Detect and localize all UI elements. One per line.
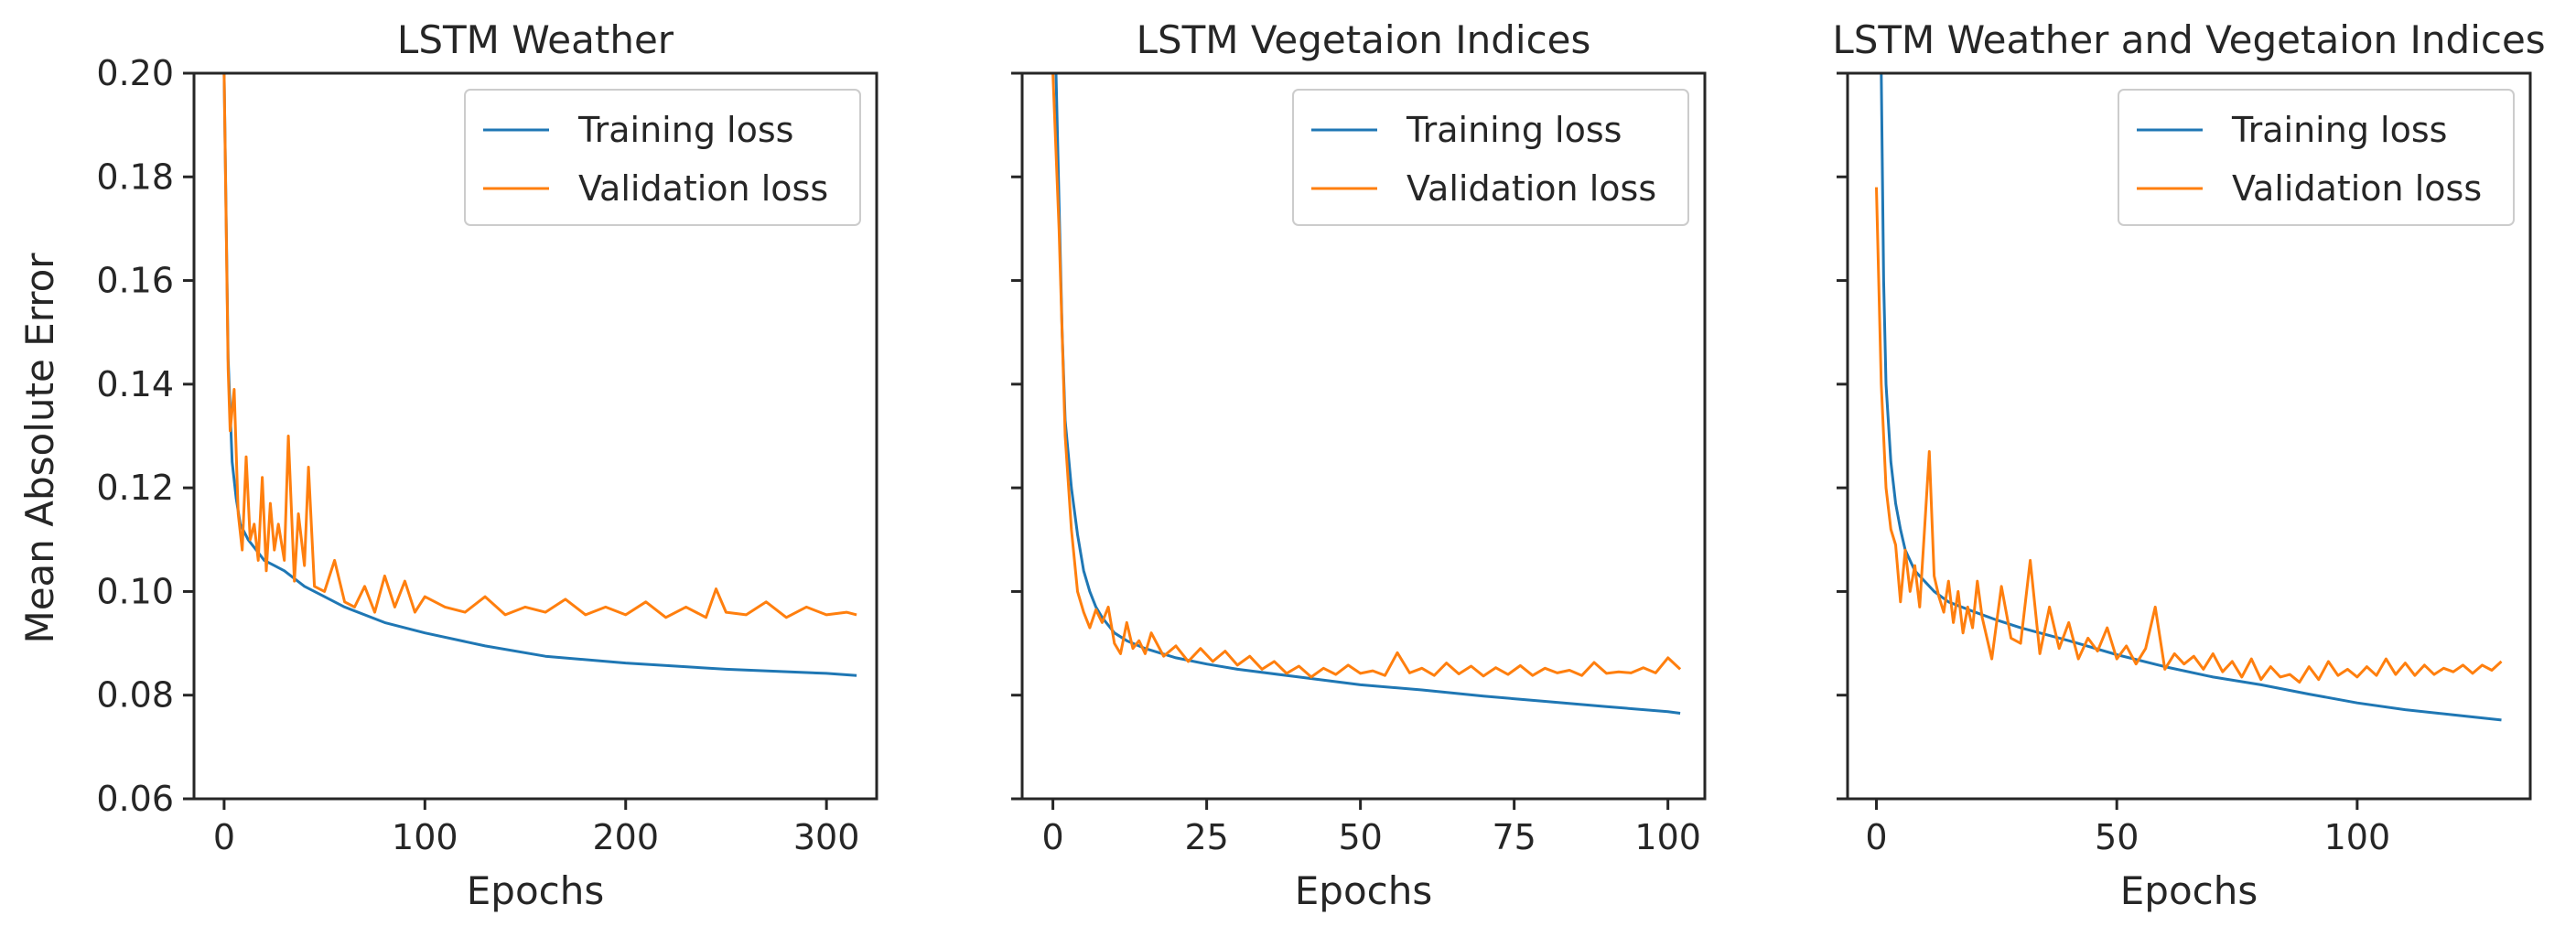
x-tick-label: 100 — [392, 817, 458, 857]
legend-label-validation: Validation loss — [578, 168, 828, 209]
y-tick-label: 0.08 — [96, 675, 174, 716]
x-tick-label: 100 — [1634, 817, 1701, 857]
y-tick-label: 0.18 — [96, 156, 174, 197]
legend: Training loss Validation loss — [464, 89, 861, 226]
y-axis-label: Mean Absolute Error — [17, 253, 62, 644]
x-tick-label: 200 — [592, 817, 659, 857]
series-line-validation — [222, 73, 857, 619]
legend-label-training: Training loss — [577, 110, 793, 150]
x-tick-label: 300 — [793, 817, 860, 857]
legend-label-validation: Validation loss — [2232, 168, 2482, 209]
legend-label-validation: Validation loss — [1407, 168, 1656, 209]
legend-label-training: Training loss — [2231, 110, 2447, 150]
chart-panel-2: 0 25 50 75 100 Epochs LSTM Vegetaion Indices Tr… — [1011, 17, 1707, 913]
y-tick-label: 0.06 — [96, 779, 174, 819]
x-tick-label: 50 — [2095, 817, 2139, 857]
y-tick-label: 0.12 — [96, 468, 174, 508]
chart-title: LSTM Vegetaion Indices — [1137, 17, 1591, 62]
legend: Training loss Validation loss — [2118, 89, 2515, 226]
plot-frame — [1846, 71, 2532, 801]
chart-panel-3: 0 50 100 Epochs LSTM Weather and Vegetaion I… — [1832, 17, 2545, 913]
x-tick-label: 25 — [1184, 817, 1228, 857]
chart-panel-1: 0.06 0.08 0.10 0.12 0.14 0.16 0.18 0.20 0 100 200 3… — [96, 17, 878, 913]
legend-box — [1292, 89, 1689, 226]
plot-frame — [192, 71, 878, 801]
x-axis-label: Epochs — [467, 868, 605, 913]
legend-label-training: Training loss — [1406, 110, 1622, 150]
x-axis-label: Epochs — [2120, 868, 2258, 913]
series-line-validation — [1875, 187, 2503, 684]
legend: Training loss Validation loss — [1292, 89, 1689, 226]
x-tick-label: 0 — [1865, 817, 1887, 857]
x-tick-label: 75 — [1492, 817, 1536, 857]
x-tick-label: 0 — [213, 817, 235, 857]
y-tick-label: 0.14 — [96, 364, 174, 404]
legend-box — [2118, 89, 2515, 226]
x-tick-label: 50 — [1338, 817, 1382, 857]
x-tick-label: 0 — [1042, 817, 1064, 857]
chart-title: LSTM Weather — [397, 17, 674, 62]
y-tick-label: 0.20 — [96, 53, 174, 93]
x-axis-label: Epochs — [1295, 868, 1433, 913]
series-line-training — [1880, 73, 2502, 722]
plot-frame — [1020, 71, 1707, 801]
x-tick-label: 100 — [2324, 817, 2391, 857]
series-line-validation — [1051, 73, 1682, 679]
y-tick-label: 0.10 — [96, 571, 174, 611]
chart-title: LSTM Weather and Vegetaion Indices — [1832, 17, 2545, 62]
legend-box — [464, 89, 861, 226]
y-tick-label: 0.16 — [96, 261, 174, 301]
